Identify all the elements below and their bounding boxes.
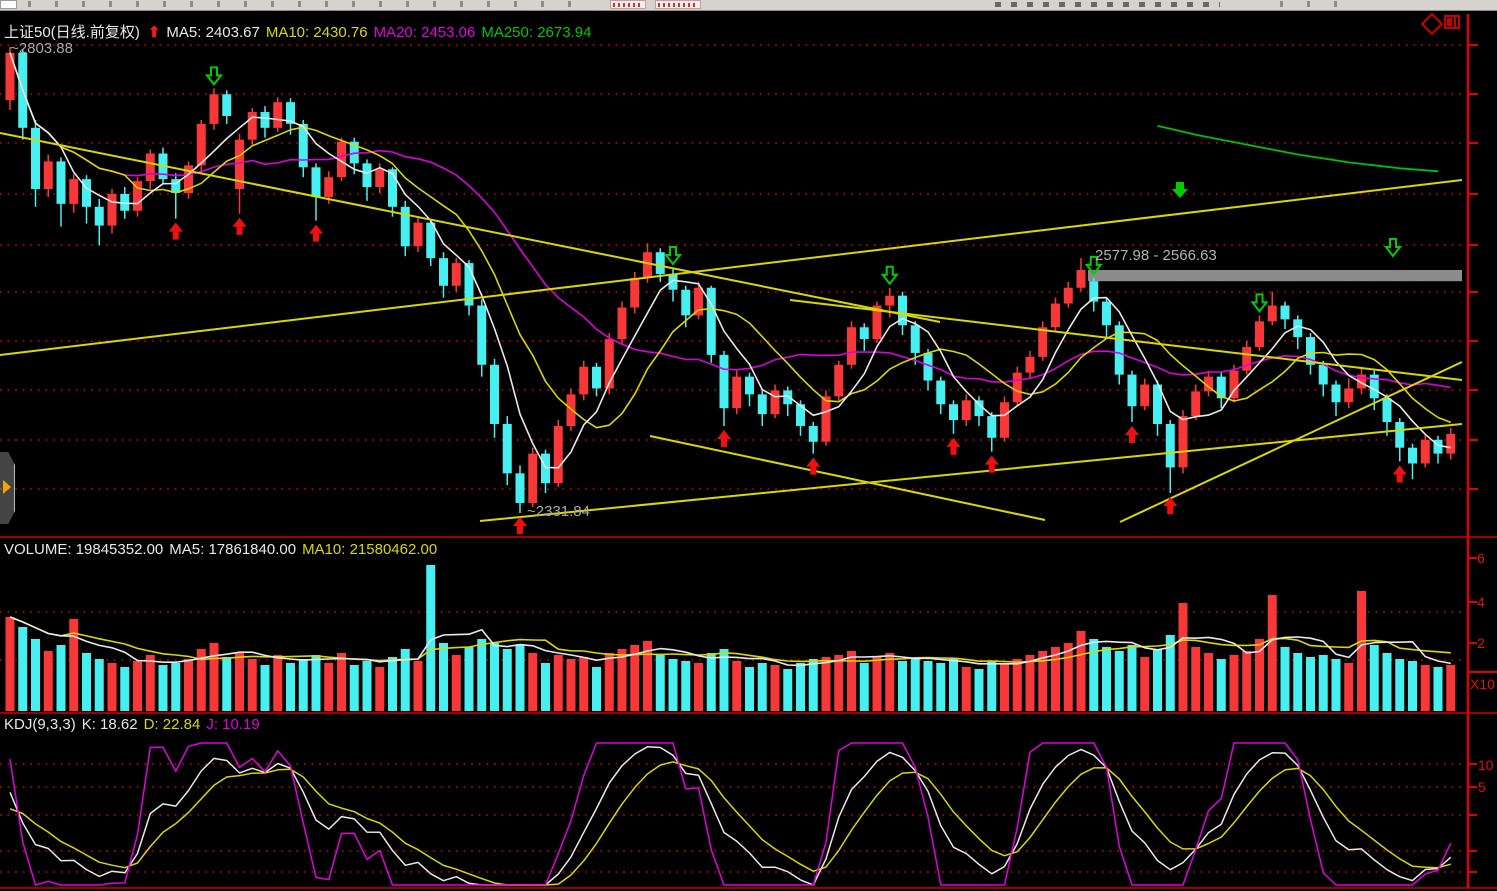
kdj-axis-tick-100: 10 — [1478, 757, 1494, 773]
kdj-panel-header: KDJ(9,3,3) K: 18.62 D: 22.84 J: 10.19 — [4, 716, 266, 733]
high-price-label: ~2803.88 — [10, 40, 73, 57]
buy-signal-up-arrow — [806, 457, 821, 475]
volume-axis-tick-4: 4 — [1477, 594, 1485, 610]
kdj-lines — [9, 742, 1452, 886]
ma250-line — [1157, 125, 1439, 173]
kdj-axis-tick-50: 5 — [1478, 779, 1486, 795]
sell-signal-hollow-down-arrow — [1250, 293, 1269, 314]
volume-ma-lines — [9, 616, 1451, 667]
ma10-value: MA10: 2430.76 — [265, 24, 368, 41]
split-window-icon[interactable] — [1444, 15, 1460, 29]
buy-signal-up-arrow — [717, 429, 731, 447]
toolbar-button-fragments[interactable] — [28, 1, 588, 7]
trendlines-layer — [0, 132, 1463, 523]
toolbar-button-fragments-right[interactable] — [1280, 1, 1350, 7]
sidebar-expand-handle[interactable] — [0, 452, 15, 524]
toolbar-clipped — [0, 0, 1497, 11]
axis-frame — [0, 14, 1497, 889]
ma20-value: MA20: 2453.06 — [373, 24, 476, 41]
ma5-value: MA5: 2403.67 — [166, 24, 260, 41]
sell-signal-hollow-down-arrow — [663, 246, 683, 266]
ma250-value: MA250: 2673.94 — [481, 24, 592, 41]
sell-signal-hollow-down-arrow — [1383, 238, 1403, 258]
candlestick-chart-canvas[interactable] — [0, 10, 1497, 891]
volume-axis-tick-2: 2 — [1477, 635, 1485, 651]
low-price-label: ~2331.84 — [527, 503, 590, 520]
toolbar-chip-red-1[interactable] — [610, 0, 646, 9]
symbol-title: 上证50(日线.前复权) — [4, 24, 140, 41]
buy-signal-up-arrow — [1125, 426, 1139, 444]
main-chart-header: 上证50(日线.前复权) ⬆ MA5: 2403.67 MA10: 2430.76 MA… — [4, 21, 597, 42]
volume-panel-header: VOLUME: 19845352.00 MA5: 17861840.00 MA10:… — [4, 541, 443, 558]
buy-signal-up-arrow — [232, 217, 247, 235]
candles-layer — [5, 47, 1456, 513]
volume-ma5-value: MA5: 17861840.00 — [169, 541, 297, 558]
volume-ma10-value: MA10: 21580462.00 — [302, 541, 438, 558]
toolbar-swatch[interactable] — [0, 0, 17, 9]
buy-signal-up-arrow — [984, 455, 999, 473]
volume-axis-tick-6: 6 — [1477, 550, 1485, 566]
volume-axis-unit: X10 — [1470, 676, 1495, 692]
sell-signal-hollow-down-arrow — [1084, 255, 1103, 276]
gap-zone-label: 2577.98 - 2566.63 — [1095, 247, 1217, 264]
kdj-j-value: J: 10.19 — [206, 716, 260, 733]
kdj-d-value: D: 22.84 — [143, 716, 201, 733]
price-ma-lines — [9, 52, 1452, 469]
volume-bars-layer — [5, 565, 1456, 711]
price-gap-zone — [1088, 270, 1462, 282]
buy-signal-up-arrow — [1392, 465, 1407, 483]
sell-signal-hollow-down-arrow — [204, 66, 224, 86]
buy-signal-up-arrow — [1163, 497, 1178, 515]
kdj-gridlines — [0, 763, 1468, 873]
kdj-k-value: K: 18.62 — [81, 716, 138, 733]
buy-signal-up-arrow — [168, 222, 183, 240]
buy-signal-up-arrow — [309, 224, 323, 242]
signal-arrows — [168, 66, 1407, 534]
solid-green-down-arrow — [1172, 182, 1188, 198]
sell-signal-hollow-down-arrow — [880, 265, 899, 286]
buy-signal-up-arrow — [513, 517, 527, 534]
buy-signal-up-arrow — [946, 437, 961, 455]
trend-up-arrow-icon: ⬆ — [147, 24, 161, 41]
toolbar-title-fragment — [995, 2, 1220, 7]
volume-value: VOLUME: 19845352.00 — [4, 541, 164, 558]
kdj-title: KDJ(9,3,3) — [4, 716, 76, 733]
main-gridlines — [0, 44, 1468, 490]
volume-gridlines — [0, 611, 1468, 661]
toolbar-chip-red-2[interactable] — [655, 0, 701, 9]
expand-arrow-icon — [3, 480, 11, 494]
